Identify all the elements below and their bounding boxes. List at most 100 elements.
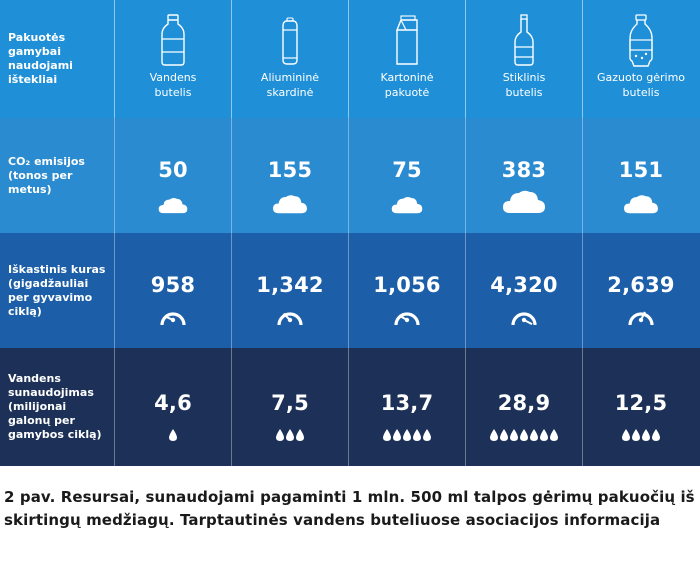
package-column-header: Vandens butelis [114, 0, 231, 118]
fuel-cell: 1,056 [348, 233, 465, 348]
water-cell: 7,5 [231, 348, 348, 466]
gauge-arc [160, 312, 186, 326]
water-drop-icon [413, 429, 421, 441]
water-drop-icon [550, 429, 558, 441]
cloud-icon [158, 197, 188, 214]
water-drop-icon [403, 429, 411, 441]
water-bottle-icon [161, 14, 185, 66]
gauge-icon [160, 312, 186, 326]
packaging-resources-infographic: Pakuotės gamybai naudojami ištekliai Van… [0, 0, 700, 466]
cloud-shape [273, 195, 307, 214]
co2-label-cell: CO₂ emisijos (tonos per metus) [0, 118, 114, 233]
water-value: 28,9 [497, 391, 551, 415]
water-cell: 4,6 [114, 348, 231, 466]
water-value: 13,7 [380, 391, 434, 415]
glass-bottle-icon [514, 14, 534, 66]
co2-cell: 75 [348, 118, 465, 233]
fuel-value: 2,639 [607, 273, 675, 297]
gauge-hub [404, 317, 410, 323]
aluminium-can-icon [282, 17, 298, 65]
co2-cell: 383 [465, 118, 582, 233]
water-drop-icon [393, 429, 401, 441]
water-drops [276, 429, 304, 441]
cloud-shape [624, 195, 658, 214]
water-drops [622, 429, 660, 441]
cloud-icon [503, 190, 545, 213]
gauge-arc [277, 312, 303, 326]
header-row: Pakuotės gamybai naudojami ištekliai Van… [0, 0, 700, 118]
water-drop-icon [530, 429, 538, 441]
fuel-cell: 958 [114, 233, 231, 348]
fuel-cell: 1,342 [231, 233, 348, 348]
cloud-shape [503, 190, 545, 213]
water-drop-icon [296, 429, 304, 441]
gauge-icon [277, 312, 303, 326]
co2-cell: 50 [114, 118, 231, 233]
water-usage-row: Vandens sunaudojimas (milijonai galonų p… [0, 348, 700, 466]
fuel-cell: 2,639 [582, 233, 699, 348]
water-drops [490, 429, 558, 441]
water-drop-icon [383, 429, 391, 441]
water-drop-icon [540, 429, 548, 441]
cloud-icon [391, 197, 423, 214]
package-column-header: Kartoninė pakuotė [348, 0, 465, 118]
package-label: Aliumininė skardinė [260, 71, 320, 99]
gauge-icon [394, 312, 420, 326]
co2-label: CO₂ emisijos (tonos per metus) [8, 154, 85, 196]
package-column-header: Gazuoto gėrimo butelis [582, 0, 699, 118]
gauge-icon [628, 311, 654, 326]
package-column-header: Aliumininė skardinė [231, 0, 348, 118]
header-label-cell: Pakuotės gamybai naudojami ištekliai [0, 0, 114, 118]
fuel-value: 958 [150, 273, 196, 297]
gauge-hub [638, 317, 644, 323]
co2-value: 383 [501, 158, 547, 182]
header-label: Pakuotės gamybai naudojami ištekliai [8, 31, 73, 86]
water-drops [169, 429, 177, 441]
cloud-shape [158, 197, 188, 214]
cloud-icon [273, 195, 307, 214]
fuel-cell: 4,320 [465, 233, 582, 348]
gauge-arc [628, 312, 654, 326]
water-label: Vandens sunaudojimas (milijonai galonų p… [8, 372, 102, 441]
water-label-cell: Vandens sunaudojimas (milijonai galonų p… [0, 348, 114, 466]
water-drop-icon [286, 429, 294, 441]
package-label: Vandens butelis [149, 71, 197, 99]
water-drop-icon [490, 429, 498, 441]
water-drop-icon [423, 429, 431, 441]
co2-value: 50 [158, 158, 188, 182]
cloud-icon [624, 195, 658, 214]
soda-bottle-icon [629, 14, 653, 67]
fuel-value: 1,056 [373, 273, 441, 297]
co2-cell: 151 [582, 118, 699, 233]
package-label: Stiklinis butelis [502, 71, 546, 99]
water-drop-icon [520, 429, 528, 441]
cloud-shape [391, 197, 423, 214]
gauge-hub [170, 317, 176, 323]
fossil-fuel-row: Iškastinis kuras (gigadžauliai per gyvav… [0, 233, 700, 348]
water-cell: 12,5 [582, 348, 699, 466]
water-drop-icon [169, 429, 177, 441]
water-drop-icon [276, 429, 284, 441]
co2-value: 151 [618, 158, 664, 182]
water-value: 4,6 [154, 391, 192, 415]
fuel-value: 1,342 [256, 273, 324, 297]
water-drop-icon [500, 429, 508, 441]
water-drop-icon [642, 429, 650, 441]
water-drop-icon [622, 429, 630, 441]
water-value: 7,5 [271, 391, 309, 415]
co2-cell: 155 [231, 118, 348, 233]
co2-value: 155 [267, 158, 313, 182]
water-drop-icon [510, 429, 518, 441]
package-column-header: Stiklinis butelis [465, 0, 582, 118]
fuel-label: Iškastinis kuras (gigadžauliai per gyvav… [8, 262, 106, 318]
gauge-hub [287, 317, 293, 323]
carton-icon [395, 15, 418, 65]
water-drop-icon [652, 429, 660, 441]
co2-row: CO₂ emisijos (tonos per metus) 50 155 75… [0, 118, 700, 233]
gauge-arc [511, 312, 537, 326]
fuel-value: 4,320 [490, 273, 558, 297]
package-label: Kartoninė pakuotė [380, 71, 434, 99]
water-cell: 13,7 [348, 348, 465, 466]
fuel-label-cell: Iškastinis kuras (gigadžauliai per gyvav… [0, 233, 114, 348]
gauge-arc [394, 312, 420, 326]
